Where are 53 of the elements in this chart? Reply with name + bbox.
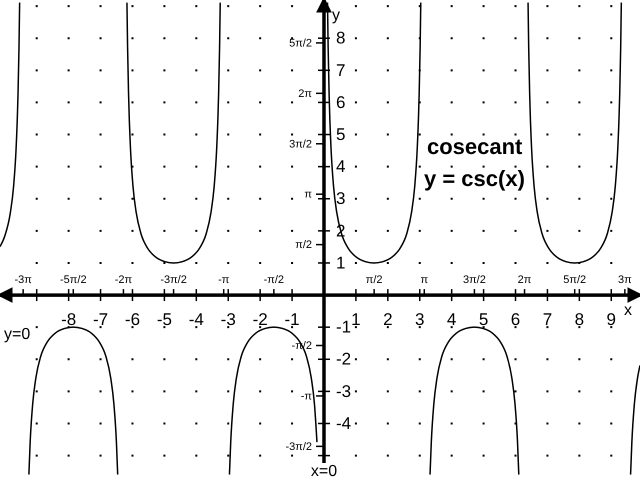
y-tick-label: 5 (336, 124, 346, 144)
y-tick-label: 7 (336, 60, 346, 80)
y-axis-title: y (332, 7, 340, 24)
y-tick-label: 1 (336, 253, 346, 272)
y-tick-label: 3 (336, 189, 346, 208)
x2-tick-label: -π/2 (264, 274, 284, 286)
x-tick-label: 2 (383, 310, 393, 330)
x2-tick-label: -3π/2 (160, 274, 187, 286)
x-tick-label: -7 (92, 310, 108, 330)
x-axis-title: x (624, 302, 632, 320)
x-tick-label: -3 (220, 310, 236, 330)
text: cosecant (427, 134, 524, 159)
x-tick-label: 5 (478, 310, 488, 330)
x2-tick-label: 2π (518, 274, 532, 286)
x2-tick-label: 3π/2 (462, 274, 486, 286)
text: y = csc(x) (424, 166, 525, 191)
x2-tick-label: 3π (618, 274, 632, 286)
line-series (630, 364, 640, 476)
x2-tick-label: -π (218, 274, 230, 286)
y-tick-label: 6 (336, 92, 346, 112)
y2-tick-label: π/2 (295, 239, 312, 252)
x2-tick-label: π/2 (366, 274, 383, 286)
x2-tick-label: -2π (114, 274, 133, 286)
x-tick-label: -8 (61, 310, 76, 330)
x2-tick-label: 5π/2 (563, 274, 586, 286)
y2-tick-label: -3π/2 (285, 440, 312, 453)
x-tick-label: -5 (156, 310, 172, 330)
line-series (0, 2, 20, 248)
y2-tick-label: 2π (298, 88, 312, 100)
y-tick-label: -2 (336, 350, 352, 369)
x-tick-label: 4 (446, 310, 456, 330)
x-tick-label: 7 (542, 310, 552, 330)
annotation: x=0 (310, 463, 338, 480)
x-tick-label: -2 (252, 310, 268, 330)
y-tick-label: -4 (336, 414, 352, 433)
y2-tick-label: π (304, 188, 312, 201)
x-tick-label: -1 (284, 310, 300, 330)
x2-tick-label: -3π (14, 274, 32, 286)
y-tick-label: 4 (336, 157, 346, 176)
y2-tick-label: -π (300, 390, 312, 402)
x2-tick-label: -5π/2 (60, 274, 87, 286)
x-tick-label: 8 (574, 310, 584, 330)
x-tick-label: -6 (124, 310, 140, 330)
y-tick-label: 8 (336, 28, 346, 48)
x-tick-label: 3 (415, 310, 424, 330)
x-tick-label: 6 (510, 310, 520, 330)
annotation: y=0 (4, 326, 30, 344)
y2-tick-label: 5π/2 (289, 37, 312, 50)
x-tick-label: 9 (606, 310, 616, 330)
x2-tick-label: π (420, 274, 428, 286)
y-tick-label: -3 (336, 382, 352, 401)
y2-tick-label: 3π/2 (289, 138, 312, 150)
x-tick-label: -4 (188, 310, 204, 330)
